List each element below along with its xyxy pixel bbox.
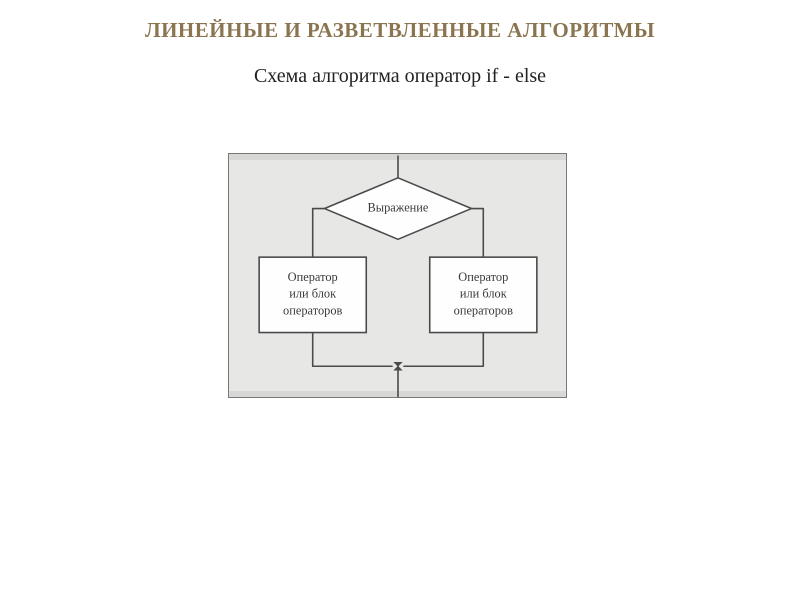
node-label: операторов [454,303,513,317]
node-label: или блок [460,287,508,301]
node-label: Оператор [458,270,508,284]
node-label: или блок [289,287,337,301]
flowchart-if-else: Выражение Оператор или блок операторов Опера… [228,153,567,398]
page-title: ЛИНЕЙНЫЕ И РАЗВЕТВЛЕННЫЕ АЛГОРИТМЫ [0,0,800,43]
node-label: операторов [283,303,342,317]
subtitle: Схема алгоритма оператор if - else [0,65,800,88]
flowchart-svg: Выражение Оператор или блок операторов Опера… [229,154,566,397]
node-label: Выражение [368,200,429,214]
node-label: Оператор [288,270,338,284]
